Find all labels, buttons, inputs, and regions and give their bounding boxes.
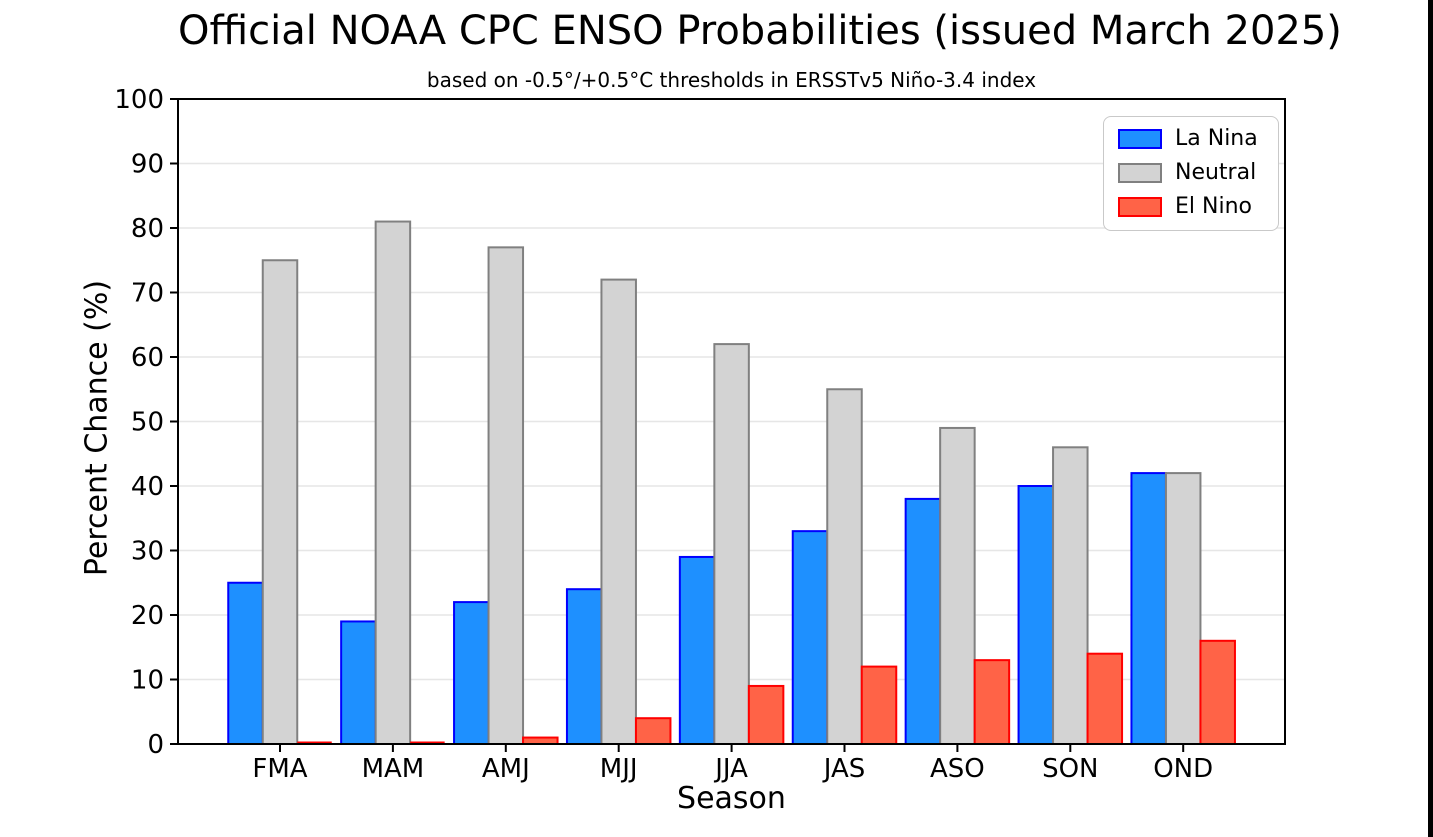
bar-neutral-SON [1052, 446, 1089, 745]
bar-el-nino-JAS [860, 665, 898, 745]
x-tick-label: SON [1042, 754, 1098, 784]
y-tick-label: 70 [131, 279, 164, 309]
bar-la-nina-MJJ [565, 588, 603, 746]
y-tick-label: 30 [131, 537, 164, 567]
x-tick-label: OND [1153, 754, 1213, 784]
legend-label-la-nina: La Nina [1175, 126, 1258, 151]
y-tick-label: 80 [131, 214, 164, 244]
bar-neutral-ASO [939, 426, 976, 745]
bar-la-nina-SON [1017, 485, 1055, 745]
bar-la-nina-OND [1130, 472, 1167, 745]
chart-subtitle: based on -0.5°/+0.5°C thresholds in ERSS… [426, 68, 1037, 92]
bar-la-nina-JAS [791, 530, 829, 746]
chart-title: Official NOAA CPC ENSO Probabilities (is… [178, 8, 1342, 54]
x-tick-label: FMA [252, 754, 307, 784]
bar-el-nino-JJA [747, 684, 785, 746]
y-tick-label: 60 [131, 343, 164, 373]
legend-item-el-nino: El Nino [1118, 195, 1264, 219]
bar-neutral-MAM [374, 220, 412, 746]
bar-el-nino-ASO [973, 659, 1011, 746]
x-tick-label: AMJ [482, 754, 530, 784]
legend-label-neutral: Neutral [1175, 160, 1257, 186]
bar-neutral-JJA [713, 343, 750, 745]
bar-la-nina-MAM [340, 620, 377, 746]
x-tick-label: JJA [713, 754, 748, 784]
bar-la-nina-ASO [904, 497, 942, 745]
x-tick-label: MJJ [600, 754, 638, 784]
x-axis-label: Season [677, 781, 786, 816]
y-tick-label: 0 [147, 730, 164, 760]
bar-neutral-FMA [261, 259, 299, 745]
bar-neutral-JAS [826, 388, 863, 745]
bar-neutral-OND [1164, 472, 1202, 745]
legend-swatch-la-nina [1118, 129, 1162, 150]
screen-right-border [1428, 0, 1433, 837]
x-tick-label: ASO [930, 754, 985, 784]
bar-la-nina-FMA [227, 581, 264, 745]
bar-el-nino-OND [1199, 639, 1236, 745]
y-tick-label: 100 [114, 85, 164, 115]
y-tick-label: 50 [131, 408, 164, 438]
x-tick-label: MAM [362, 754, 425, 784]
legend-swatch-neutral [1118, 163, 1162, 184]
legend-item-la-nina: La Nina [1118, 126, 1264, 151]
y-tick-label: 90 [131, 150, 164, 180]
y-axis-label: Percent Chance (%) [79, 279, 115, 577]
legend-swatch-el-nino [1118, 197, 1162, 218]
legend-item-neutral: Neutral [1118, 160, 1264, 186]
bar-neutral-MJJ [600, 278, 637, 745]
bar-la-nina-JJA [678, 555, 716, 746]
y-tick-label: 10 [131, 666, 164, 696]
legend-label-el-nino: El Nino [1175, 194, 1252, 220]
bar-el-nino-FMA [297, 741, 332, 744]
bar-el-nino-MAM [410, 741, 445, 744]
y-tick-label: 20 [131, 601, 164, 631]
x-tick-label: JAS [822, 754, 866, 784]
y-tick-label: 40 [131, 472, 164, 502]
bar-el-nino-MJJ [634, 717, 672, 746]
bar-la-nina-AMJ [453, 601, 490, 745]
bar-el-nino-SON [1086, 652, 1124, 746]
legend: La Nina Neutral El Nino [1103, 116, 1279, 231]
bar-neutral-AMJ [487, 246, 525, 745]
